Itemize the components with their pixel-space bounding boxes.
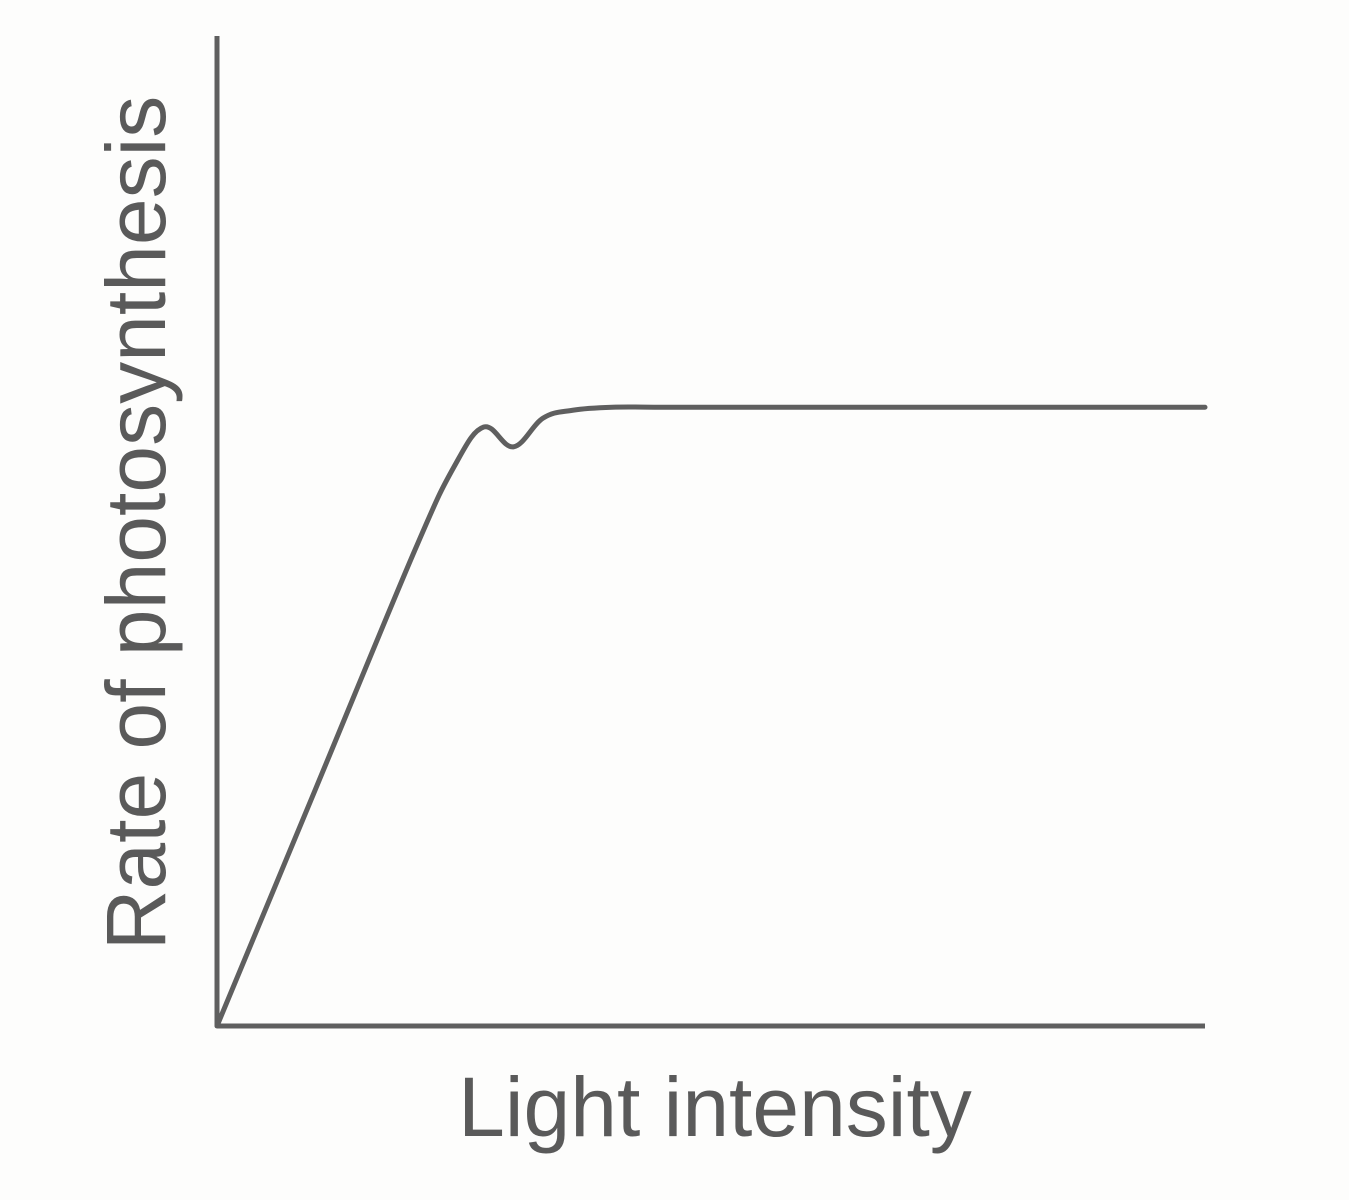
x-axis-label: Light intensity [458, 1060, 972, 1154]
y-axis-label: Rate of photosynthesis [89, 96, 183, 951]
series-line [214, 404, 1208, 1029]
